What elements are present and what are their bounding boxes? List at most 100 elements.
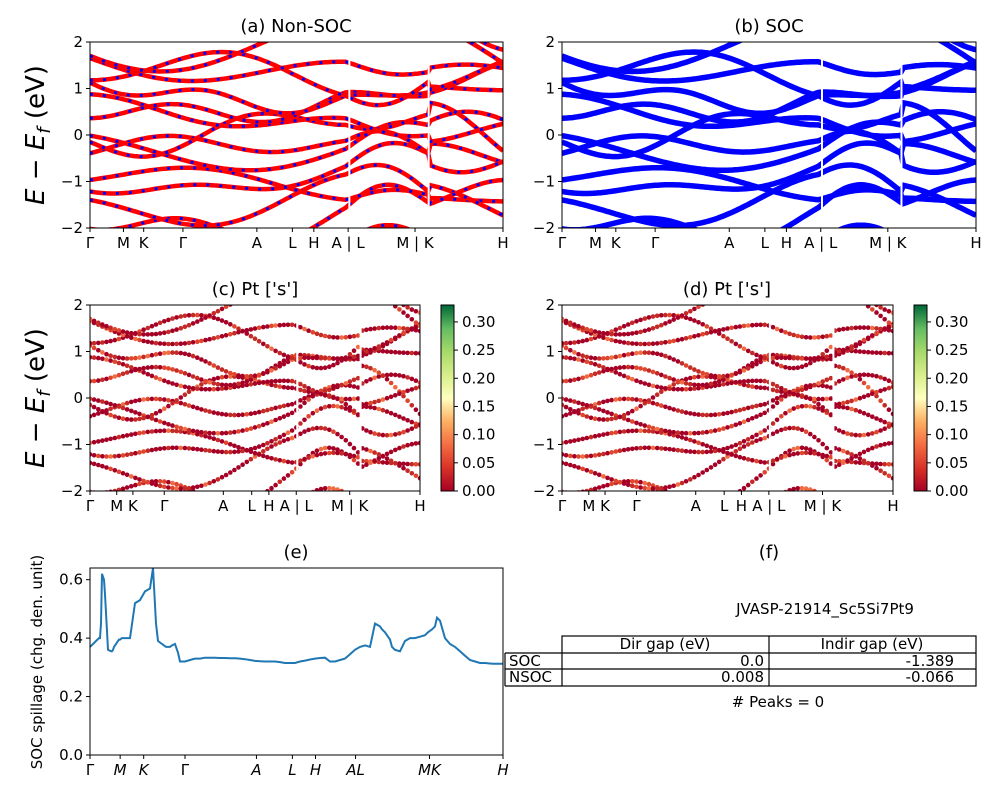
panel-c-band-point — [355, 396, 361, 401]
panel-a-band-line — [90, 42, 503, 74]
panel-c-band-point — [96, 398, 101, 403]
panel-d-band-point — [708, 373, 714, 378]
panel-c-band-point — [207, 336, 212, 342]
panel-d-band-point — [849, 456, 854, 461]
panel-d-band-point — [762, 428, 767, 433]
panel-d-band-point — [584, 414, 590, 419]
panel-d-band-point — [774, 383, 780, 389]
panel-c-band-point — [384, 395, 390, 401]
panel-c-band-point — [133, 475, 138, 481]
panel-d-band-point — [816, 294, 821, 299]
panel-d-band-point — [808, 396, 813, 401]
panel-d-band-point — [795, 388, 801, 394]
panel-c-band-point — [129, 474, 134, 479]
panel-d-band-point — [563, 439, 569, 445]
panel-c-band-point — [120, 416, 126, 422]
panel-d-band-point — [841, 365, 846, 371]
panel-c-band-point — [104, 499, 109, 504]
panel-c-band-point — [137, 331, 142, 337]
panel-d-band-point — [870, 431, 875, 436]
panel-c-band-point — [393, 372, 398, 378]
panel-d-band-point — [812, 335, 817, 340]
panel-d-band-point — [870, 495, 875, 500]
panel-d-band-point — [650, 314, 656, 319]
panel-c-band-point — [240, 513, 245, 518]
panel-e-ytick-label: 0.4 — [59, 629, 83, 647]
panel-c-band-point — [145, 448, 151, 454]
panel-a-title: (a) Non-SOC — [240, 16, 351, 37]
panel-d-band-point — [729, 372, 734, 378]
panel-c-band-point — [219, 439, 225, 444]
panel-d-band-point — [816, 451, 821, 457]
panel-d-band-point — [878, 398, 883, 404]
panel-d-band-point — [787, 331, 792, 337]
panel-d-band-point — [621, 412, 627, 418]
panel-c-band-point — [377, 282, 382, 287]
panel-c-band-point — [339, 451, 344, 456]
panel-d-band-point — [861, 394, 867, 400]
panel-c-band-point — [145, 339, 151, 345]
panel-c-band-point — [157, 376, 163, 382]
panel-c-band-point — [290, 269, 295, 274]
panel-c-band-point — [335, 335, 340, 340]
panel-c-band-point — [124, 330, 130, 335]
panel-d-band-point — [696, 412, 701, 417]
panel-d-band-point — [688, 335, 693, 340]
panel-c-band-point — [322, 486, 328, 491]
panel-d-band-point — [787, 452, 792, 458]
panel-d-band-point — [651, 495, 656, 500]
panel-c-band-point — [183, 496, 188, 501]
panel-d-band-point — [836, 462, 842, 468]
panel-c-band-point — [335, 404, 340, 409]
panel-c-band-point — [322, 356, 328, 361]
panel-c-xtick-label: Γ — [160, 497, 169, 515]
panel-d-band-point — [621, 447, 627, 453]
panel-d-band-point — [882, 471, 887, 476]
panel-d-band-point — [642, 485, 648, 491]
panel-c-band-point — [376, 344, 382, 349]
panel-c-band-point — [174, 398, 179, 403]
panel-d-band-point — [642, 445, 648, 451]
panel-d-title: (d) Pt ['s'] — [683, 279, 771, 300]
panel-d-band-point — [808, 335, 813, 340]
panel-c-band-point — [388, 394, 394, 400]
panel-d-band-point — [890, 384, 893, 390]
panel-d-band-point — [646, 368, 652, 373]
panel-c-band-point — [223, 449, 229, 455]
panel-c-band-point — [285, 437, 291, 442]
panel-c-band-point — [298, 461, 303, 467]
panel-c-band-point — [137, 477, 142, 482]
panel-d-band-point — [621, 364, 627, 370]
panel-c-band-point — [162, 406, 167, 412]
panel-c-band-point — [417, 328, 420, 334]
panel-c-band-point — [182, 384, 188, 390]
panel-c-band-point — [90, 440, 93, 446]
panel-c-band-point — [417, 384, 420, 390]
panel-c-band-point — [91, 340, 97, 346]
panel-c-band-point — [405, 428, 410, 433]
panel-c-band-point — [149, 352, 155, 358]
panel-c-band-point — [149, 340, 155, 345]
panel-d-band-point — [787, 389, 792, 395]
panel-c-band-point — [211, 336, 217, 341]
panel-d-band-point — [667, 319, 672, 324]
panel-d-band-point — [770, 421, 776, 426]
panel-c-band-point — [285, 459, 291, 465]
panel-d-band-point — [729, 325, 734, 331]
panel-c-band-point — [162, 365, 167, 371]
panel-c-band-point — [327, 427, 332, 433]
panel-c-band-point — [281, 322, 287, 328]
panel-d-band-point — [737, 488, 743, 491]
panel-d-band-point — [683, 376, 689, 382]
panel-c-band-point — [203, 503, 208, 508]
panel-d-band-point — [585, 292, 590, 297]
panel-c-band-point — [318, 355, 324, 361]
panel-d-band-point — [680, 505, 685, 510]
panel-c-band-point — [244, 382, 250, 388]
panel-c-band-point — [215, 365, 221, 370]
panel-d-band-point — [588, 404, 594, 409]
panel-d-band-point — [679, 361, 685, 366]
panel-d-band-point — [596, 330, 602, 335]
panel-d-band-point — [882, 403, 887, 408]
